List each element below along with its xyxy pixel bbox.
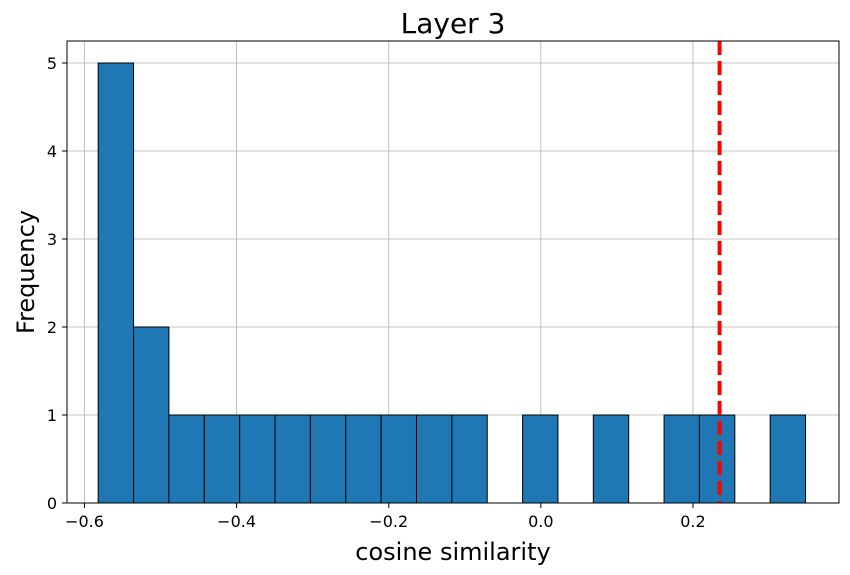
histogram-bar <box>274 414 311 504</box>
histogram-bar <box>592 414 630 504</box>
histogram-bar <box>345 414 382 504</box>
bars <box>97 62 807 504</box>
y-tick-label: 3 <box>47 230 57 249</box>
x-tick-label: 0.0 <box>528 512 553 531</box>
histogram-bar <box>168 414 205 504</box>
x-tick-label: −0.4 <box>217 512 256 531</box>
x-axis-label: cosine similarity <box>355 538 550 566</box>
histogram-bar <box>133 326 170 504</box>
x-tick-label: 0.2 <box>680 512 705 531</box>
histogram-bar <box>380 414 417 504</box>
y-tick-label: 0 <box>47 494 57 513</box>
histogram-bar <box>309 414 347 504</box>
histogram-bar <box>769 414 807 504</box>
histogram-bar <box>415 414 453 504</box>
y-tick-label: 2 <box>47 318 57 337</box>
histogram-bar <box>97 62 135 504</box>
y-tick-label: 4 <box>47 142 57 161</box>
chart-title: Layer 3 <box>401 7 506 40</box>
y-tick-label: 5 <box>47 54 57 73</box>
x-tick-label: −0.2 <box>369 512 408 531</box>
histogram-bar <box>203 414 241 504</box>
x-tick-label: −0.6 <box>65 512 104 531</box>
y-axis-label: Frequency <box>12 210 40 334</box>
histogram-bar <box>522 414 559 504</box>
histogram-bar <box>451 414 488 504</box>
histogram-bar <box>239 414 276 504</box>
x-axis-ticks: −0.6 −0.4 −0.2 0.0 0.2 <box>65 503 706 531</box>
y-tick-label: 1 <box>47 406 57 425</box>
y-axis-ticks: 0 1 2 3 4 5 <box>47 54 67 513</box>
histogram-bar <box>663 414 700 504</box>
histogram-bar <box>698 414 736 504</box>
plot-frame <box>66 40 840 504</box>
